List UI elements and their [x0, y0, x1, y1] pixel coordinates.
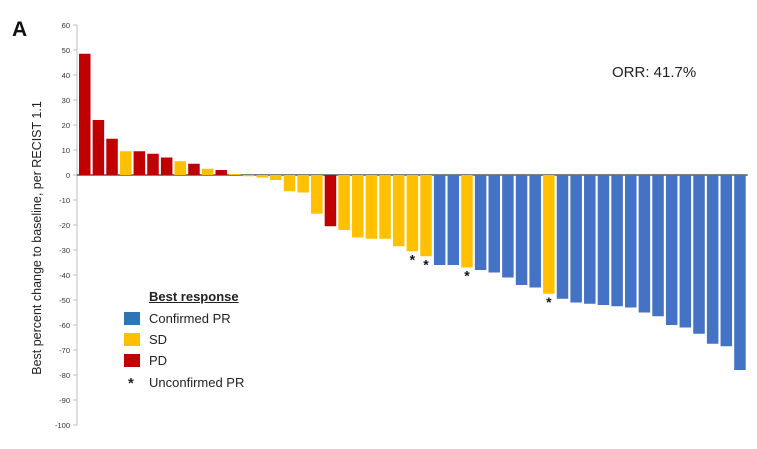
- bar-sd: [311, 175, 323, 214]
- bar-pr: [611, 175, 623, 307]
- bar-pd: [106, 138, 118, 175]
- bar-pr: [433, 175, 446, 265]
- y-tick-label: 40: [62, 71, 70, 80]
- bar-pr: [556, 175, 569, 299]
- legend-label: PD: [149, 353, 168, 368]
- bar-pr: [584, 175, 596, 304]
- bar-pd: [147, 153, 159, 175]
- bar-pd: [324, 175, 337, 227]
- bar-pr: [625, 175, 637, 308]
- bar-sd: [229, 174, 241, 175]
- bar-sd: [461, 175, 473, 268]
- y-tick-label: -90: [59, 396, 70, 405]
- bar-sd: [283, 175, 296, 192]
- bar-sd: [119, 151, 132, 175]
- unconfirmed-pr-marker: *: [410, 251, 416, 267]
- bar-pd: [215, 170, 227, 175]
- bar-pd: [92, 120, 105, 175]
- bar-pr: [502, 175, 514, 278]
- unconfirmed-pr-marker: *: [464, 268, 470, 284]
- y-tick-label: -30: [59, 246, 70, 255]
- bar-sd: [338, 175, 350, 230]
- bar-pr: [734, 175, 746, 370]
- asterisk-icon: *: [128, 375, 134, 392]
- y-tick-label: 30: [62, 96, 70, 105]
- bar-pd: [79, 53, 91, 175]
- y-tick-label: 20: [62, 121, 70, 130]
- bar-pr: [652, 175, 664, 317]
- panel-label: A: [12, 18, 28, 41]
- legend-label: Unconfirmed PR: [149, 375, 245, 390]
- orr-annotation: ORR: 41.7%: [612, 64, 697, 81]
- y-tick-label: 60: [62, 21, 70, 30]
- y-tick-label: -80: [59, 371, 70, 380]
- bar-pr: [515, 175, 528, 285]
- legend-swatch-sd: [124, 333, 140, 346]
- unconfirmed-markers: * * * *: [410, 251, 552, 310]
- y-tick-label: -20: [59, 221, 70, 230]
- bar-pr: [488, 175, 500, 273]
- legend-label: Confirmed PR: [149, 311, 231, 326]
- bar-pr: [665, 175, 678, 325]
- y-tick-label: -10: [59, 196, 70, 205]
- y-tick-label: -100: [55, 421, 70, 430]
- unconfirmed-pr-marker: *: [423, 256, 429, 272]
- bar-sd: [242, 175, 255, 177]
- bar-sd: [352, 175, 364, 238]
- bar-pr: [679, 175, 692, 328]
- legend-swatch-pd: [124, 354, 140, 367]
- unconfirmed-pr-marker: *: [546, 294, 552, 310]
- bar-sd: [406, 175, 419, 252]
- y-tick-label: -50: [59, 296, 70, 305]
- y-tick-label: -70: [59, 346, 70, 355]
- bar-pd: [133, 151, 146, 175]
- bar-sd: [256, 175, 268, 178]
- bar-pr: [693, 175, 705, 334]
- bar-pd: [188, 163, 200, 175]
- bar-pr: [529, 175, 541, 288]
- y-tick-label: -60: [59, 321, 70, 330]
- bar-sd: [365, 175, 378, 239]
- bar-sd: [201, 168, 214, 175]
- bar-sd: [420, 175, 432, 257]
- bar-pr: [706, 175, 719, 344]
- bars: [79, 53, 746, 370]
- bar-sd: [392, 175, 405, 247]
- bar-sd: [297, 175, 309, 193]
- bar-pd: [160, 157, 173, 175]
- bar-pr: [720, 175, 733, 347]
- legend-label: SD: [149, 332, 168, 347]
- bar-pr: [570, 175, 582, 303]
- bar-pr: [597, 175, 610, 305]
- bar-pr: [638, 175, 651, 313]
- bar-pr: [447, 175, 460, 265]
- y-tick-label: 10: [62, 146, 70, 155]
- bar-sd: [543, 175, 555, 294]
- bar-sd: [379, 175, 391, 239]
- bar-sd: [174, 161, 187, 175]
- bar-pr: [474, 175, 487, 270]
- y-tick-label: 0: [66, 171, 70, 180]
- legend-title: Best response: [149, 289, 239, 304]
- y-tick-label: 50: [62, 46, 70, 55]
- bar-sd: [270, 175, 282, 180]
- y-tick-label: -40: [59, 271, 70, 280]
- legend-swatch-pr: [124, 312, 140, 325]
